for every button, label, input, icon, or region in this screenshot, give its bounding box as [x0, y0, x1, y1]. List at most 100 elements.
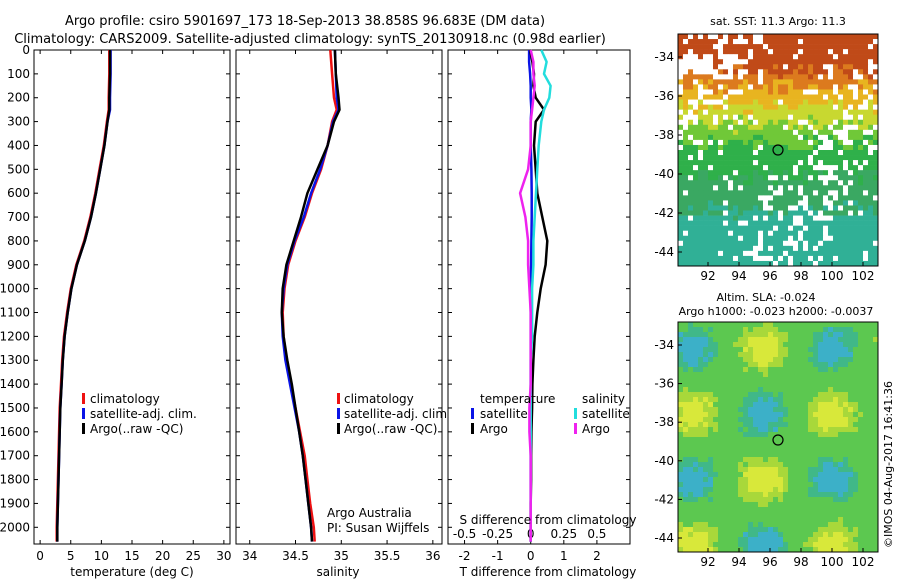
depth-tick-label: 400	[7, 138, 30, 152]
credits-line2: PI: Susan Wijffels	[327, 521, 429, 535]
depth-tick-label: 1000	[0, 282, 30, 296]
legend-label-satellite: satellite-adj. clim.	[344, 407, 451, 421]
legend-label-satellite: satellite-adj. clim.	[90, 407, 197, 421]
x-tick-label: 1	[560, 549, 568, 563]
x-tick-label: 36	[425, 549, 440, 563]
legend-swatch-argo	[337, 423, 340, 434]
x-tick-label: 0	[36, 549, 44, 563]
sla-map-title-line2: Argo h1000: -0.023 h2000: -0.0037	[679, 305, 874, 318]
lat-tick-label: -44	[654, 245, 674, 259]
imos-timestamp: ©IMOS 04-Aug-2017 16:41:36	[882, 381, 895, 548]
lat-tick-label: -34	[654, 50, 674, 64]
legend-label-sal-argo: Argo	[582, 422, 610, 436]
series-line-salinity-argo	[518, 49, 536, 542]
x-tick-label: -1	[492, 549, 504, 563]
lat-tick-label: -36	[654, 89, 674, 103]
depth-tick-label: 1900	[0, 496, 30, 510]
difference-xlabel-top: S difference from climatology	[460, 513, 637, 527]
salinity-xlabel: salinity	[316, 565, 359, 579]
float-location-marker	[772, 434, 784, 446]
lat-tick-label: -44	[654, 531, 674, 545]
temperature-panel: 0100200300400500600700800900100011001200…	[0, 43, 232, 579]
lat-tick-label: -38	[654, 415, 674, 429]
x-tick-label: 35.5	[374, 549, 401, 563]
series-line-argo-raw-qc	[56, 50, 112, 542]
sst-map-image	[678, 34, 879, 267]
depth-tick-label: 1200	[0, 329, 30, 343]
depth-tick-label: 1100	[0, 306, 30, 320]
float-location-marker	[772, 144, 784, 156]
sla-map-frame	[677, 321, 879, 553]
difference-xlabel: T difference from climatology	[459, 565, 637, 579]
sla-map-title-line1: Altim. SLA: -0.024	[716, 291, 815, 304]
lat-tick-label: -34	[654, 338, 674, 352]
legend-label-sal-satellite: satellite	[582, 407, 630, 421]
x-tick-label: 15	[124, 549, 139, 563]
x-tick-label: 25	[186, 549, 201, 563]
depth-tick-label: 700	[7, 210, 30, 224]
depth-tick-label: 900	[7, 258, 30, 272]
temperature-legend: climatology satellite-adj. clim. Argo(..…	[82, 392, 197, 436]
legend-swatch-sal-satellite	[574, 408, 577, 419]
depth-tick-label: 200	[7, 91, 30, 105]
sla-map-panel: Altim. SLA: -0.024 Argo h1000: -0.023 h2…	[654, 291, 879, 569]
lon-tick-label: 98	[793, 269, 808, 283]
salinity-axes	[235, 49, 443, 545]
x-tick-label-top: -0.5	[453, 527, 476, 541]
lat-tick-label: -42	[654, 206, 674, 220]
credits-line1: Argo Australia	[327, 506, 412, 520]
depth-tick-label: 1600	[0, 425, 30, 439]
depth-tick-label: 1400	[0, 377, 30, 391]
depth-tick-label: 500	[7, 162, 30, 176]
depth-tick-label: 1300	[0, 353, 30, 367]
depth-tick-label: 300	[7, 115, 30, 129]
x-tick-label: 5	[67, 549, 75, 563]
depth-tick-label: 600	[7, 186, 30, 200]
sst-map-panel: sat. SST: 11.3 Argo: 11.3 -34 -36 -38 -40 -4…	[654, 15, 879, 283]
lon-tick-label: 92	[700, 269, 715, 283]
legend-label-climatology: climatology	[344, 392, 414, 406]
lon-tick-label: 96	[762, 269, 777, 283]
legend-swatch-satellite	[337, 408, 340, 419]
depth-tick-label: 800	[7, 234, 30, 248]
x-tick-label: 0	[527, 549, 535, 563]
legend-heading-salinity: salinity	[582, 392, 625, 406]
legend-swatch-argo	[82, 423, 85, 434]
lat-tick-label: -38	[654, 128, 674, 142]
depth-tick-label: 2000	[0, 520, 30, 534]
difference-legend: temperature salinity satellite Argo sate…	[471, 392, 630, 436]
lon-tick-label: 102	[852, 269, 875, 283]
x-tick-label-top: -0.25	[482, 527, 513, 541]
legend-swatch-temp-argo	[471, 423, 474, 434]
depth-tick-label: 1800	[0, 473, 30, 487]
legend-swatch-climatology	[337, 393, 340, 404]
figure-title-line1: Argo profile: csiro 5901697_173 18-Sep-2…	[65, 14, 545, 29]
legend-swatch-sal-argo	[574, 423, 577, 434]
lon-tick-label: 100	[821, 555, 844, 569]
temperature-xlabel: temperature (deg C)	[70, 565, 193, 579]
sst-map-title: sat. SST: 11.3 Argo: 11.3	[710, 15, 846, 28]
lon-tick-label: 98	[793, 555, 808, 569]
legend-label-argo: Argo(..raw -QC)	[344, 422, 437, 436]
x-tick-label-top: 0.5	[587, 527, 606, 541]
x-tick-label: 35	[334, 549, 349, 563]
lat-tick-label: -40	[654, 167, 674, 181]
figure-title-line2: Climatology: CARS2009. Satellite-adjuste…	[14, 32, 606, 47]
x-tick-label: -2	[459, 549, 471, 563]
x-tick-label: 34	[242, 549, 257, 563]
lon-tick-label: 100	[821, 269, 844, 283]
series-line-argo-raw-qc	[280, 49, 341, 542]
legend-heading-temperature: temperature	[480, 392, 555, 406]
sst-map-frame	[677, 33, 879, 267]
legend-swatch-satellite	[82, 408, 85, 419]
lat-tick-label: -40	[654, 454, 674, 468]
x-tick-label-top: 0.25	[550, 527, 577, 541]
lon-tick-label: 102	[852, 555, 875, 569]
x-tick-label: 30	[216, 549, 231, 563]
x-tick-label: 2	[593, 549, 601, 563]
lon-tick-label: 94	[731, 269, 746, 283]
legend-swatch-temp-satellite	[471, 408, 474, 419]
sla-map-image	[678, 322, 879, 553]
x-tick-label: 20	[155, 549, 170, 563]
